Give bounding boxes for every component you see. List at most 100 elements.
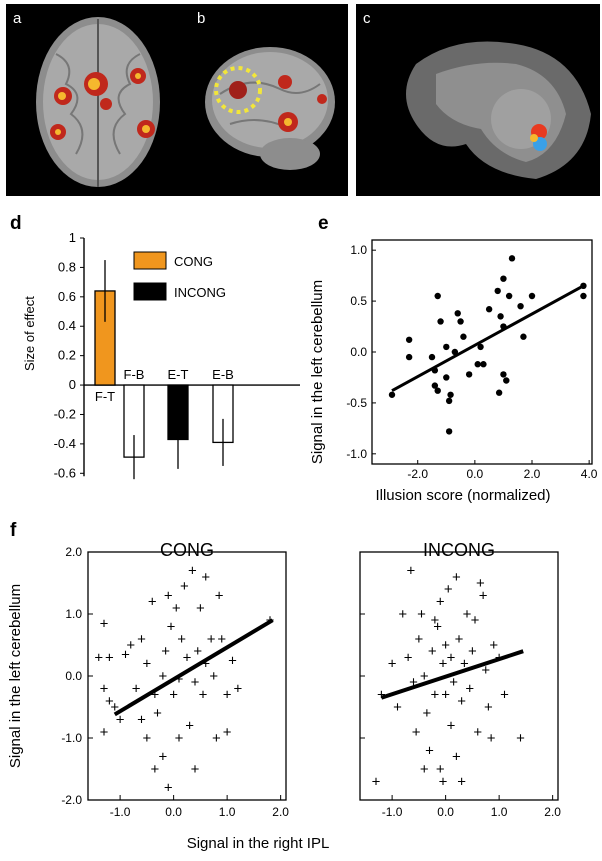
f-incong-point: + [425, 742, 434, 759]
panel-label-b: b [197, 10, 206, 27]
e-point [528, 292, 536, 300]
f-incong-point: + [516, 730, 525, 747]
d-y-tick-label: 0.4 [58, 318, 76, 333]
f-incong-point: + [447, 718, 456, 735]
f-cong-point: + [142, 730, 151, 747]
f-cong-point: + [217, 631, 226, 648]
f-cong-y-tick-label: -2.0 [61, 793, 82, 807]
f-cong-point: + [151, 687, 160, 704]
f-cong-point: + [223, 724, 232, 741]
d-y-tick-label: -0.4 [54, 436, 76, 451]
f-incong-point: + [398, 606, 407, 623]
f-incong-point: + [457, 693, 466, 710]
f-cong-y-tick-label: 2.0 [65, 545, 82, 559]
f-cong-point: + [191, 761, 200, 778]
f-cong-point: + [223, 687, 232, 704]
f-incong-point: + [404, 649, 413, 666]
e-point [474, 361, 481, 368]
panel-label-e: e [318, 213, 329, 234]
f-cong-point: + [185, 718, 194, 735]
f-cong-point: + [169, 687, 178, 704]
e-point [460, 333, 467, 340]
f-cong-point: + [207, 631, 216, 648]
f-incong-point: + [489, 637, 498, 654]
e-point [437, 318, 444, 325]
f-incong-point: + [409, 674, 418, 691]
e-x-tick-label: -2.0 [407, 467, 428, 481]
f-cong-point: + [116, 711, 125, 728]
e-point [480, 361, 487, 368]
f-cong-title: CONG [160, 540, 214, 560]
d-legend-swatch-cong [133, 251, 167, 270]
f-cong-point: + [153, 705, 162, 722]
f-incong-point: + [471, 612, 480, 629]
f-incong-point: + [436, 594, 445, 611]
f-cong-point: + [167, 618, 176, 635]
e-point [445, 397, 453, 405]
d-legend-swatch-incong [133, 282, 167, 301]
f-cong-point: + [209, 668, 218, 685]
f-incong-point: + [465, 680, 474, 697]
e-point [495, 389, 503, 396]
f-incong-x-tick-label: 0.0 [437, 805, 454, 819]
f-cong-fit-line [113, 618, 274, 717]
e-point [428, 353, 436, 361]
f-incong-point: + [393, 699, 402, 716]
e-point [405, 336, 413, 343]
panel-label-d: d [10, 213, 22, 234]
f-cong-point: + [161, 643, 170, 660]
f-incong-point: + [444, 581, 453, 598]
f-cong-point: + [142, 656, 151, 673]
e-point [443, 374, 450, 381]
e-point [497, 313, 504, 320]
f-incong-point: + [433, 618, 442, 635]
e-x-tick-label: 4.0 [581, 467, 598, 481]
f-incong-point: + [449, 674, 458, 691]
e-point [454, 310, 461, 317]
e-x-axis-label: Illusion score (normalized) [375, 487, 550, 504]
f-y-axis-label: Signal in the left cerebellum [7, 584, 24, 768]
f-incong-point: + [463, 606, 472, 623]
e-point [434, 292, 441, 300]
f-incong-point: + [431, 612, 440, 629]
brain-top-render [36, 17, 160, 187]
f-incong-point: + [455, 631, 464, 648]
f-cong-point: + [137, 711, 146, 728]
e-point [447, 391, 454, 398]
e-point [505, 292, 513, 300]
f-x-axis-label: Signal in the right IPL [187, 835, 330, 852]
f-cong-point: + [105, 649, 114, 666]
f-incong-point: + [439, 656, 448, 673]
f-cong-point: + [199, 687, 208, 704]
f-cong-point: + [183, 649, 192, 666]
f-incong-point: + [414, 631, 423, 648]
f-cong-point: + [105, 693, 114, 710]
f-incong-point: + [441, 687, 450, 704]
f-incong-point: + [441, 637, 450, 654]
e-y-tick-label: 0.0 [350, 345, 367, 359]
e-point [457, 318, 464, 325]
f-cong-point: + [148, 594, 157, 611]
e-point [451, 348, 459, 356]
f-cong-point: + [159, 668, 168, 685]
e-y-axis-label: Signal in the left cerebellum [309, 280, 326, 464]
e-point [431, 382, 439, 389]
e-point [580, 292, 587, 300]
f-cong-x-tick-label: 1.0 [219, 805, 236, 819]
f-incong-point: + [447, 649, 456, 666]
d-y-axis-label: Size of effect [22, 296, 37, 371]
f-cong-y-tick-label: -1.0 [61, 731, 82, 745]
brain-side-view-image: b [190, 4, 348, 196]
d-y-tick-label: 0.6 [58, 289, 76, 304]
f-cong-point: + [188, 563, 197, 580]
e-x-tick-label: 0.0 [467, 467, 484, 481]
f-cong-point: + [164, 587, 173, 604]
f-incong-point: + [428, 643, 437, 660]
e-point [445, 428, 453, 435]
f-incong-point: + [372, 773, 381, 790]
f-incong-x-tick-label: -1.0 [382, 805, 403, 819]
f-cong-point: + [233, 680, 242, 697]
f-cong-point: + [228, 653, 237, 670]
brain-top-view-image: a [6, 4, 190, 196]
